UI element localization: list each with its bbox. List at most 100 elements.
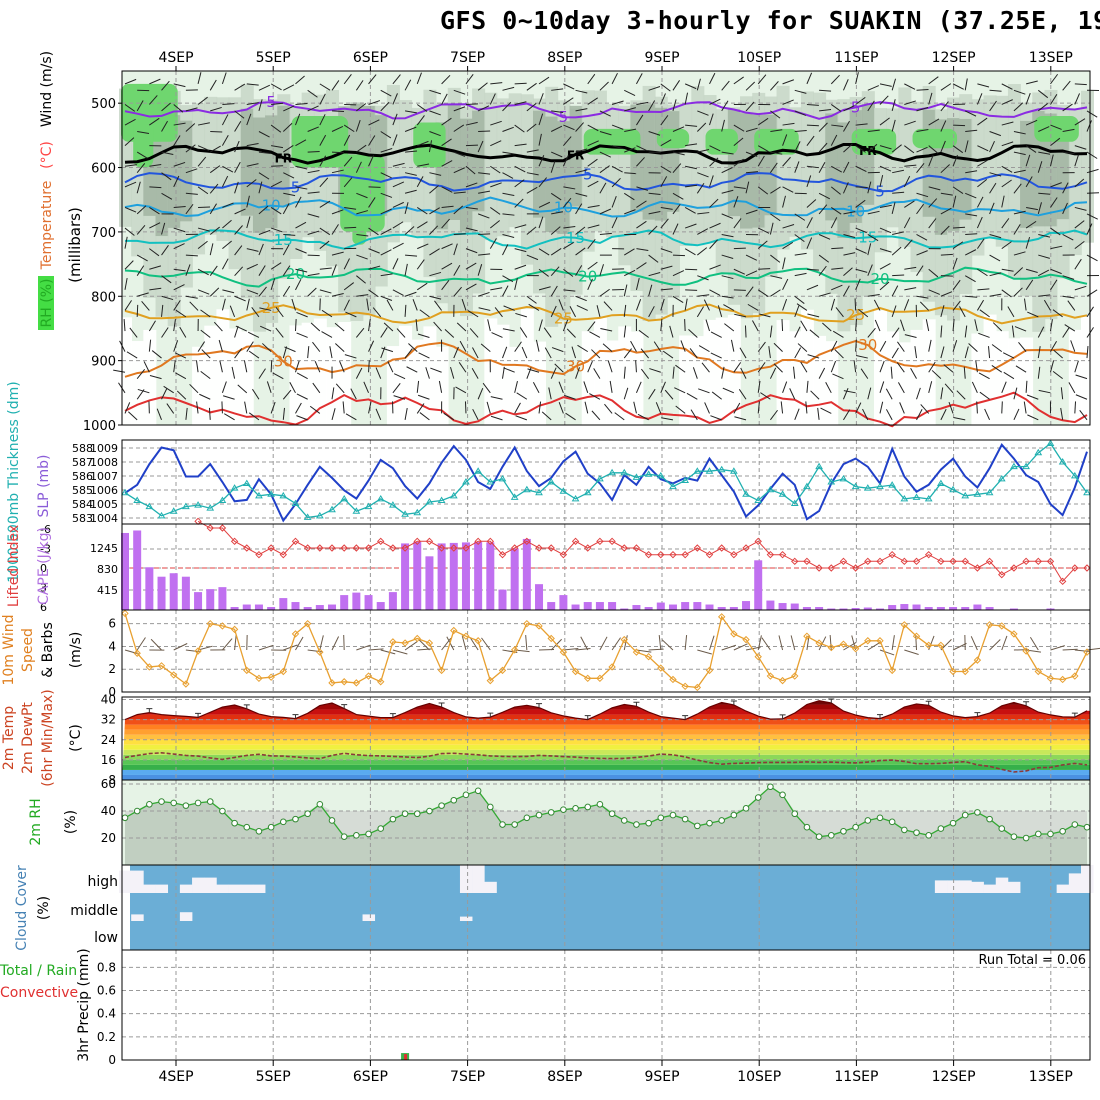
wind-barb xyxy=(800,320,808,332)
wind-barb xyxy=(222,289,235,294)
cape-bar xyxy=(985,607,994,610)
wind-barb xyxy=(660,176,668,188)
rh2m-marker xyxy=(535,811,543,819)
wind-barb xyxy=(599,81,609,91)
wind-barb xyxy=(201,349,211,359)
wind-speed-marker xyxy=(1046,674,1055,683)
wind-barb xyxy=(558,381,564,393)
wind-barb xyxy=(770,213,781,222)
wind-barb xyxy=(928,198,938,208)
wind-barb xyxy=(891,144,902,153)
wind-barb xyxy=(587,238,596,249)
wind-barb xyxy=(769,367,777,379)
wind-barb xyxy=(416,176,424,188)
wind-barb xyxy=(151,350,162,359)
wind-barb xyxy=(782,195,786,208)
rh-shade-dark xyxy=(569,105,583,207)
wind-barb xyxy=(221,298,226,311)
rh-shade-mid xyxy=(399,100,413,223)
wind-barb xyxy=(1002,352,1015,359)
day-label-bottom: 4SEP xyxy=(158,1069,193,1085)
wind-barb xyxy=(979,309,990,318)
wind-barb xyxy=(575,247,586,256)
wind-barb xyxy=(892,231,904,235)
temp-minmax-marker xyxy=(828,698,835,704)
wind-barb xyxy=(928,76,939,85)
wind-barb xyxy=(418,352,430,359)
wind-barb xyxy=(404,263,408,276)
li-marker xyxy=(1071,564,1079,572)
wind-barb xyxy=(648,100,656,112)
wind-barb xyxy=(514,124,525,133)
wind-barb xyxy=(724,323,735,332)
cape-bar xyxy=(583,602,592,610)
wind-barb xyxy=(173,319,176,332)
wind-barb xyxy=(136,368,146,379)
rh2m-marker xyxy=(608,810,616,818)
wind-barb xyxy=(1060,387,1064,400)
temp-band xyxy=(122,759,1090,765)
wind-barb xyxy=(818,234,831,240)
wind-barb xyxy=(270,401,276,414)
rh-dry-area xyxy=(131,341,145,425)
wind-barb xyxy=(161,102,171,112)
rh2m-marker xyxy=(840,827,847,835)
li-marker xyxy=(1083,564,1091,572)
wind-barb xyxy=(843,143,853,153)
cape-bar xyxy=(486,542,495,610)
pressure-tick-label: 1000 xyxy=(83,419,116,434)
li-marker xyxy=(535,544,543,552)
wind-barb xyxy=(209,203,217,215)
cape-bar xyxy=(559,595,568,610)
wind-barb xyxy=(469,328,479,338)
rh-shade-mid xyxy=(1068,109,1082,256)
wind-barb xyxy=(526,226,537,235)
li-marker xyxy=(1010,564,1018,572)
wind-barb xyxy=(416,221,428,229)
wind-barb xyxy=(538,133,542,146)
isotherm-label: 15 xyxy=(566,229,585,247)
wind-barb xyxy=(1050,94,1058,105)
wind-barb xyxy=(343,73,352,85)
wind-barb xyxy=(916,203,925,215)
wind-barb xyxy=(623,304,627,317)
rh2m-marker xyxy=(767,783,774,791)
wind-barb xyxy=(477,291,490,297)
wind-barb xyxy=(648,284,653,297)
wind-barb xyxy=(295,102,308,105)
wind-barb xyxy=(952,154,958,167)
thickness-marker xyxy=(133,496,142,503)
rh2m-marker xyxy=(803,823,811,831)
wind-barb xyxy=(697,275,709,281)
wind-barb xyxy=(952,300,961,311)
wind-barb xyxy=(959,306,966,318)
wind-barb xyxy=(602,343,613,353)
wind-barb-10m xyxy=(636,649,652,653)
dewpoint-line xyxy=(124,751,1088,773)
wind-barb xyxy=(141,300,150,311)
wind-barb xyxy=(544,347,552,359)
rh-dry-area xyxy=(192,346,206,425)
rh-dry-area xyxy=(435,346,449,425)
wind-barb xyxy=(782,134,788,146)
wind-axis-label: & Barbs xyxy=(40,622,56,678)
wind-barb xyxy=(830,340,838,352)
wind-barb xyxy=(252,388,260,400)
wind-barb xyxy=(419,412,430,421)
wind-barb xyxy=(1037,326,1045,338)
rh-dry-area xyxy=(813,335,827,425)
wind-barb xyxy=(1086,110,1098,118)
wind-barb xyxy=(797,343,808,352)
wind-barb xyxy=(465,103,478,105)
wind-barb xyxy=(709,157,719,167)
wind-barb xyxy=(258,151,271,154)
cloud-high xyxy=(1007,881,1021,893)
wind-barb xyxy=(526,295,537,304)
wind-barb xyxy=(295,113,301,126)
thickness-marker xyxy=(936,479,945,487)
rh-high-patch xyxy=(754,128,799,155)
wind-barb xyxy=(587,97,599,105)
wind-barb xyxy=(477,264,483,276)
wind-barb xyxy=(1062,295,1075,299)
wind-barb xyxy=(867,264,873,276)
